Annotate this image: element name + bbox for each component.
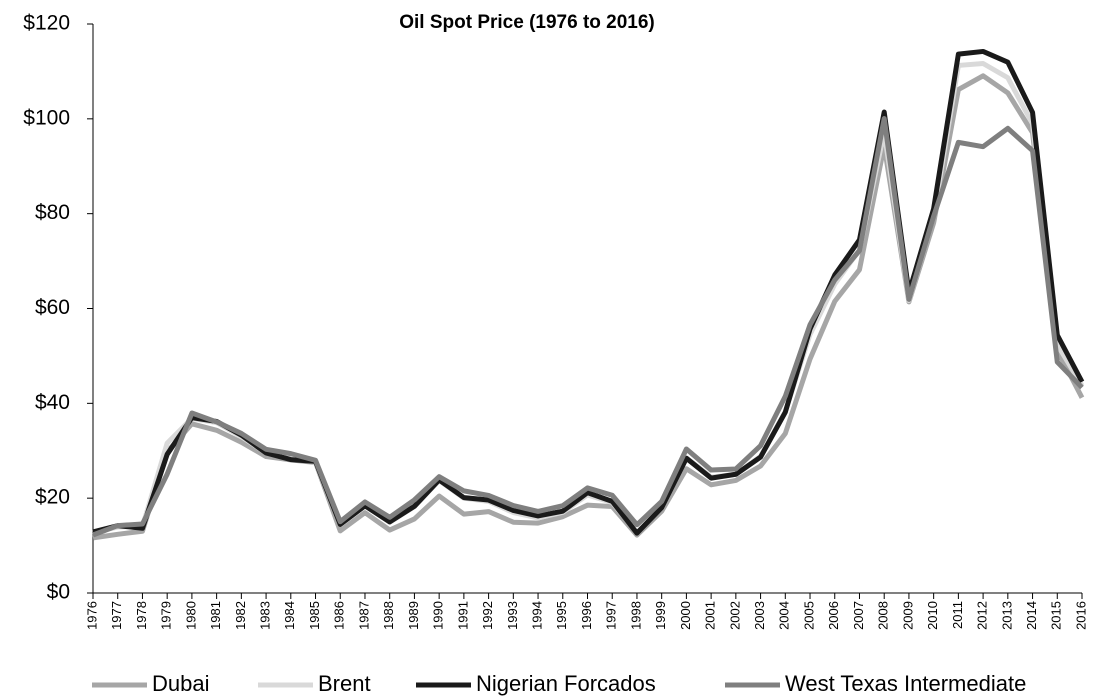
x-tick-label: 1992 — [480, 601, 495, 630]
series-line — [92, 48, 1085, 536]
x-tick-label: 1989 — [406, 601, 421, 630]
legend-label: Dubai — [152, 671, 209, 696]
x-tick-label: 2005 — [801, 601, 816, 630]
series-line — [92, 73, 1085, 541]
x-tick-label: 1978 — [134, 601, 149, 630]
y-tick-label: $100 — [23, 106, 70, 129]
x-tick-label: 1981 — [208, 601, 223, 630]
x-tick-label: 2003 — [752, 601, 767, 630]
x-tick-label: 2007 — [851, 601, 866, 630]
y-tick-label: $0 — [47, 581, 70, 604]
x-tick-label: 1995 — [554, 601, 569, 630]
x-tick-label: 1982 — [233, 601, 248, 630]
x-tick-label: 2015 — [1049, 601, 1064, 630]
x-tick-label: 1987 — [356, 601, 371, 630]
y-tick-label: $20 — [35, 486, 70, 509]
legend-label: West Texas Intermediate — [785, 671, 1026, 696]
legend-label: Brent — [318, 671, 371, 696]
x-tick-label: 2013 — [999, 601, 1014, 630]
y-tick-label: $60 — [35, 296, 70, 319]
x-tick-label: 2009 — [900, 601, 915, 630]
x-tick-label: 2001 — [703, 601, 718, 630]
x-tick-label: 1990 — [431, 601, 446, 630]
chart-title: Oil Spot Price (1976 to 2016) — [399, 12, 655, 33]
y-tick-label: $120 — [23, 12, 70, 35]
x-tick-label: 1996 — [579, 601, 594, 630]
x-tick-label: 1980 — [183, 601, 198, 630]
series-line — [92, 116, 1084, 538]
x-tick-label: 1994 — [529, 601, 544, 630]
series-line — [92, 61, 1085, 536]
x-tick-label: 1986 — [332, 601, 347, 630]
x-tick-label: 1991 — [455, 601, 470, 630]
x-tick-label: 1998 — [628, 601, 643, 630]
x-tick-label: 2004 — [777, 601, 792, 630]
y-tick-label: $80 — [35, 201, 70, 224]
x-tick-label: 1999 — [653, 601, 668, 630]
x-tick-label: 2016 — [1073, 601, 1088, 630]
x-tick-label: 2008 — [876, 601, 891, 630]
x-tick-label: 1997 — [604, 601, 619, 630]
x-tick-label: 2000 — [678, 601, 693, 630]
x-tick-label: 2010 — [925, 601, 940, 630]
x-tick-label: 1985 — [307, 601, 322, 630]
x-tick-label: 1993 — [505, 601, 520, 630]
x-tick-label: 1976 — [84, 601, 99, 630]
x-tick-label: 1979 — [159, 601, 174, 630]
y-tick-label: $40 — [35, 391, 70, 414]
x-tick-label: 2014 — [1024, 601, 1039, 630]
legend-label: Nigerian Forcados — [476, 671, 656, 696]
x-tick-label: 2012 — [975, 601, 990, 630]
x-tick-label: 2011 — [950, 601, 965, 629]
x-tick-label: 1984 — [282, 601, 297, 630]
x-tick-label: 1988 — [381, 601, 396, 630]
x-tick-label: 2006 — [826, 601, 841, 630]
x-tick-label: 2002 — [727, 601, 742, 630]
x-tick-label: 1977 — [109, 601, 124, 630]
x-tick-label: 1983 — [258, 601, 273, 630]
